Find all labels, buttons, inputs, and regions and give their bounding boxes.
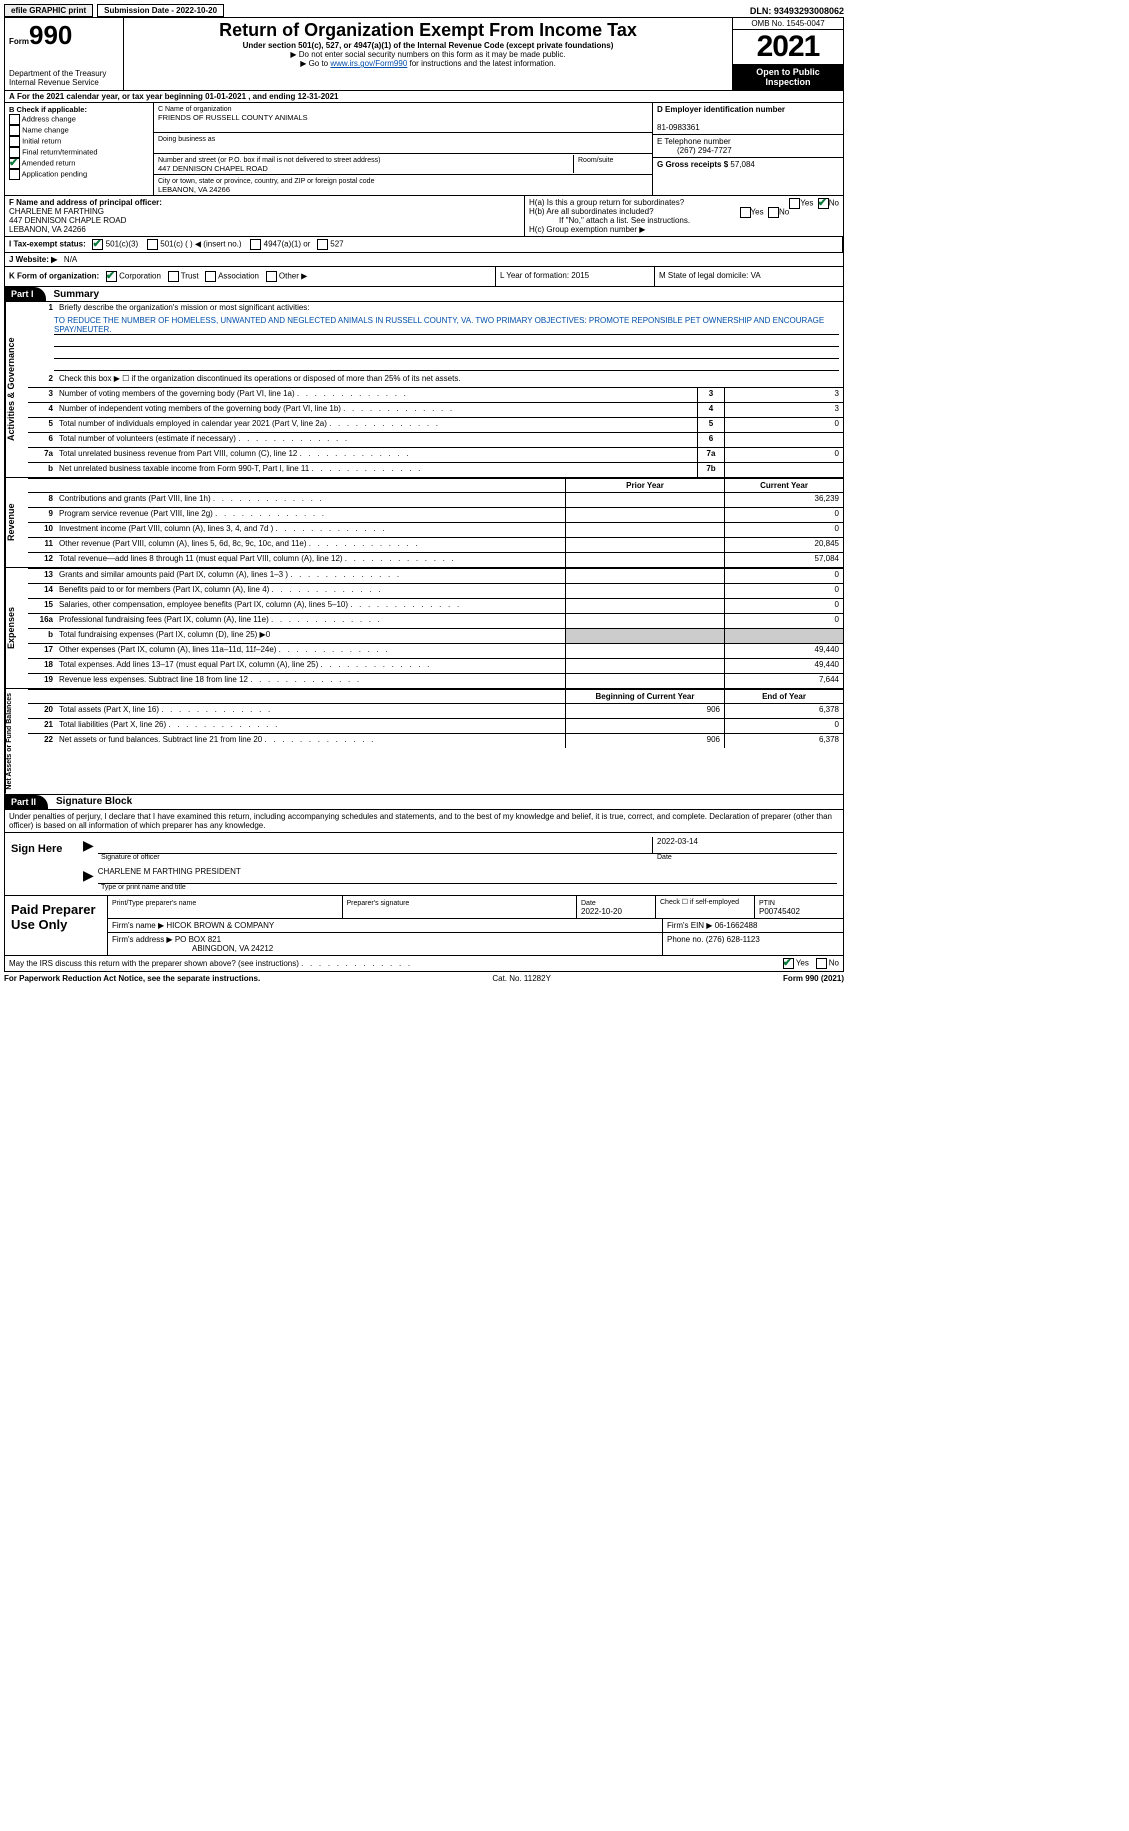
row-i: I Tax-exempt status: 501(c)(3) 501(c) ( …: [4, 237, 844, 253]
tax-year: 2021: [733, 30, 843, 64]
top-bar: efile GRAPHIC print Submission Date - 20…: [4, 4, 844, 17]
line-2: Check this box ▶ ☐ if the organization d…: [56, 373, 843, 387]
row-j: J Website: ▶ N/A: [4, 253, 844, 267]
netassets-section: Net Assets or Fund Balances Beginning of…: [4, 689, 844, 795]
sign-here: Sign Here ▶ 2022-03-14 Signature of offi…: [4, 833, 844, 896]
omb-number: OMB No. 1545-0047: [733, 18, 843, 30]
part2-header: Part IISignature Block: [4, 795, 844, 810]
firm-phone: (276) 628-1123: [706, 935, 760, 944]
subtitle-3: ▶ Go to www.irs.gov/Form990 for instruct…: [130, 59, 726, 68]
firm-ein: 06-1662488: [715, 921, 758, 930]
form-title: Return of Organization Exempt From Incom…: [130, 20, 726, 41]
firm-name: HICOK BROWN & COMPANY: [166, 921, 274, 930]
h-c: H(c) Group exemption number ▶: [529, 225, 839, 234]
submission-date: Submission Date - 2022-10-20: [97, 4, 224, 17]
street-address: 447 DENNISON CHAPEL ROAD: [158, 164, 268, 173]
gross-receipts: 57,084: [730, 160, 754, 169]
ein: 81-0983361: [657, 123, 700, 132]
city-state-zip: LEBANON, VA 24266: [158, 185, 230, 194]
block-bcd: B Check if applicable: Address change Na…: [4, 103, 844, 196]
footer: For Paperwork Reduction Act Notice, see …: [4, 972, 844, 985]
mission-text: TO REDUCE THE NUMBER OF HOMELESS, UNWANT…: [54, 316, 839, 335]
line-a: A For the 2021 calendar year, or tax yea…: [4, 91, 844, 103]
irs-link[interactable]: www.irs.gov/Form990: [330, 59, 407, 68]
box-c: C Name of organizationFRIENDS OF RUSSELL…: [154, 103, 652, 195]
tab-expenses: Expenses: [5, 568, 28, 688]
dept-label: Department of the Treasury: [9, 69, 119, 78]
revenue-section: Revenue Prior YearCurrent Year 8Contribu…: [4, 478, 844, 568]
tab-netassets: Net Assets or Fund Balances: [5, 689, 28, 794]
form-header: Form990 Department of the Treasury Inter…: [4, 17, 844, 91]
irs-label: Internal Revenue Service: [9, 78, 119, 86]
activities-section: Activities & Governance 1Briefly describ…: [4, 302, 844, 478]
part1-header: Part ISummary: [4, 287, 844, 302]
sig-date: 2022-03-14: [652, 837, 837, 854]
row-k: K Form of organization: Corporation Trus…: [4, 267, 844, 287]
open-inspection: Open to Public Inspection: [733, 64, 843, 90]
tab-activities: Activities & Governance: [5, 302, 28, 477]
sig-name: CHARLENE M FARTHING PRESIDENT: [98, 867, 837, 884]
sig-declaration: Under penalties of perjury, I declare th…: [4, 810, 844, 833]
block-fh: F Name and address of principal officer:…: [4, 196, 844, 237]
expenses-section: Expenses 13Grants and similar amounts pa…: [4, 568, 844, 689]
ptin: P00745402: [759, 907, 800, 916]
phone: (267) 294-7727: [657, 146, 732, 155]
tab-revenue: Revenue: [5, 478, 28, 567]
subtitle-2: ▶ Do not enter social security numbers o…: [130, 50, 726, 59]
discuss-row: May the IRS discuss this return with the…: [4, 956, 844, 972]
org-name: FRIENDS OF RUSSELL COUNTY ANIMALS: [158, 113, 308, 122]
h-a: H(a) Is this a group return for subordin…: [529, 198, 839, 207]
dln: DLN: 93493293008062: [750, 6, 844, 16]
efile-print-button[interactable]: efile GRAPHIC print: [4, 4, 93, 17]
paid-preparer: Paid Preparer Use Only Print/Type prepar…: [4, 896, 844, 956]
officer-name: CHARLENE M FARTHING: [9, 207, 104, 216]
box-b: B Check if applicable: Address change Na…: [5, 103, 154, 195]
subtitle-1: Under section 501(c), 527, or 4947(a)(1)…: [130, 41, 726, 50]
form-number: Form990: [9, 20, 119, 51]
